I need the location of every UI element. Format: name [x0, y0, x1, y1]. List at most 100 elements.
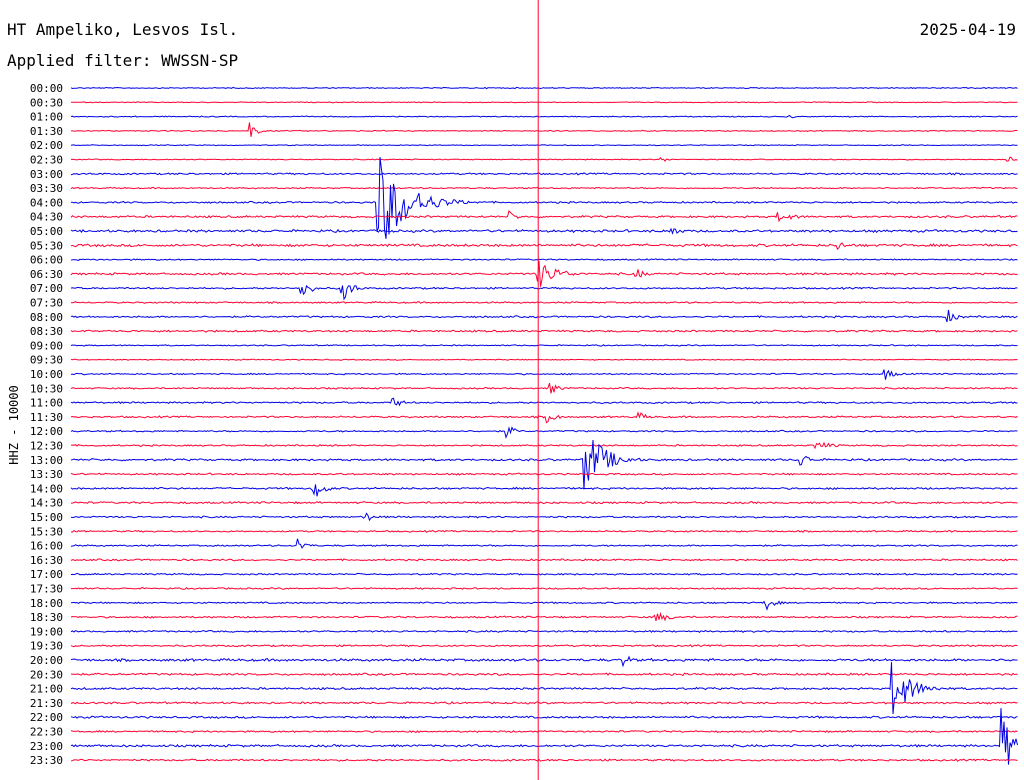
- time-tick-label: 13:00: [30, 454, 63, 467]
- trace-line-2230: [70, 729, 1018, 734]
- time-tick-label: 11:30: [30, 411, 63, 424]
- trace-line-1600: [70, 538, 1018, 549]
- time-tick-label: 20:00: [30, 654, 63, 667]
- trace-line-0230: [70, 156, 1018, 162]
- time-tick-label: 15:00: [30, 511, 63, 524]
- time-tick-label: 10:00: [30, 368, 63, 381]
- time-tick-label: 04:30: [30, 211, 63, 224]
- trace-line-1900: [70, 629, 1018, 633]
- trace-line-1030: [70, 382, 1018, 394]
- trace-line-2200: [70, 715, 1018, 719]
- trace-line-1530: [70, 529, 1018, 533]
- time-tick-label: 17:00: [30, 568, 63, 581]
- time-tick-label: 01:30: [30, 125, 63, 138]
- trace-line-1130: [70, 411, 1018, 424]
- trace-line-1430: [70, 501, 1018, 505]
- time-tick-label: 18:30: [30, 611, 63, 624]
- time-tick-label: 03:00: [30, 168, 63, 181]
- time-tick-label: 08:00: [30, 311, 63, 324]
- trace-line-1230: [70, 441, 1018, 450]
- trace-line-2130: [70, 701, 1018, 705]
- time-tick-label: 05:00: [30, 225, 63, 238]
- trace-line-0700: [70, 284, 1018, 301]
- time-tick-label: 06:30: [30, 268, 63, 281]
- time-tick-label: 23:00: [30, 740, 63, 753]
- time-tick-label: 08:30: [30, 325, 63, 338]
- time-tick-label: 22:00: [30, 711, 63, 724]
- time-tick-label: 16:00: [30, 540, 63, 553]
- trace-line-0200: [70, 144, 1018, 147]
- trace-line-0400: [71, 157, 1018, 239]
- trace-line-1330: [70, 472, 1018, 476]
- trace-line-0330: [70, 186, 1018, 190]
- trace-line-1500: [70, 512, 1018, 522]
- trace-line-2330: [70, 758, 1018, 762]
- trace-line-0600: [70, 258, 1018, 261]
- trace-line-0300: [70, 172, 1018, 176]
- time-tick-label: 21:30: [30, 697, 63, 710]
- trace-line-0900: [70, 344, 1018, 347]
- time-tick-label: 19:00: [30, 625, 63, 638]
- trace-group: [70, 86, 1018, 765]
- time-tick-label: 07:30: [30, 297, 63, 310]
- time-tick-label: 20:30: [30, 668, 63, 681]
- time-tick-label: 14:30: [30, 497, 63, 510]
- time-tick-label: 02:30: [30, 154, 63, 167]
- time-tick-label: 12:00: [30, 425, 63, 438]
- time-tick-label: 00:30: [30, 96, 63, 109]
- trace-line-1000: [70, 369, 1018, 380]
- trace-line-0930: [70, 358, 1018, 361]
- time-tick-label: 15:30: [30, 525, 63, 538]
- time-tick-label: 14:00: [30, 482, 63, 495]
- time-tick-label: 09:00: [30, 339, 63, 352]
- trace-line-1730: [70, 587, 1018, 590]
- trace-line-1400: [70, 484, 1018, 497]
- time-tick-label: 16:30: [30, 554, 63, 567]
- time-tick-label: 17:30: [30, 583, 63, 596]
- trace-line-0000: [70, 86, 1018, 90]
- trace-line-0500: [70, 227, 1018, 235]
- trace-line-1300: [70, 439, 1018, 490]
- time-tick-label: 05:30: [30, 239, 63, 252]
- trace-line-2300: [70, 708, 1018, 765]
- trace-line-0030: [71, 101, 1018, 104]
- date-label: 2025-04-19: [919, 20, 1016, 39]
- trace-line-2030: [70, 672, 1018, 677]
- filter-label: Applied filter: WWSSN-SP: [7, 51, 239, 70]
- time-tick-label: 21:00: [30, 683, 63, 696]
- trace-line-0830: [70, 329, 1018, 333]
- time-tick-label: 01:00: [30, 111, 63, 124]
- time-tick-label: 02:00: [30, 139, 63, 152]
- trace-line-0800: [70, 309, 1018, 323]
- trace-line-2100: [70, 662, 1018, 715]
- trace-line-0730: [70, 300, 1018, 305]
- station-title: HT Ampeliko, Lesvos Isl.: [7, 20, 239, 39]
- time-tick-label: 10:30: [30, 382, 63, 395]
- time-tick-label: 06:00: [30, 254, 63, 267]
- time-tick-label: 19:30: [30, 640, 63, 653]
- trace-line-0100: [70, 114, 1018, 119]
- trace-line-1630: [70, 558, 1018, 562]
- time-tick-label: 03:30: [30, 182, 63, 195]
- time-tick-label: 23:30: [30, 754, 63, 767]
- trace-line-1830: [70, 611, 1018, 622]
- time-tick-label: 09:30: [30, 354, 63, 367]
- time-tick-label: 12:30: [30, 440, 63, 453]
- trace-line-1700: [70, 572, 1018, 576]
- trace-line-0430: [70, 210, 1018, 223]
- trace-line-1100: [70, 397, 1018, 407]
- time-tick-label: 00:00: [30, 82, 63, 95]
- time-tick-label: 11:00: [30, 397, 63, 410]
- trace-line-0530: [70, 242, 1018, 250]
- trace-line-1200: [70, 426, 1018, 439]
- time-tick-label: 13:30: [30, 468, 63, 481]
- time-tick-label: 22:30: [30, 726, 63, 739]
- trace-line-1930: [70, 644, 1018, 648]
- trace-line-2000: [70, 655, 1018, 668]
- time-tick-label: 04:00: [30, 196, 63, 209]
- time-tick-label: 18:00: [30, 597, 63, 610]
- time-tick-label: 07:00: [30, 282, 63, 295]
- trace-line-1800: [70, 600, 1018, 611]
